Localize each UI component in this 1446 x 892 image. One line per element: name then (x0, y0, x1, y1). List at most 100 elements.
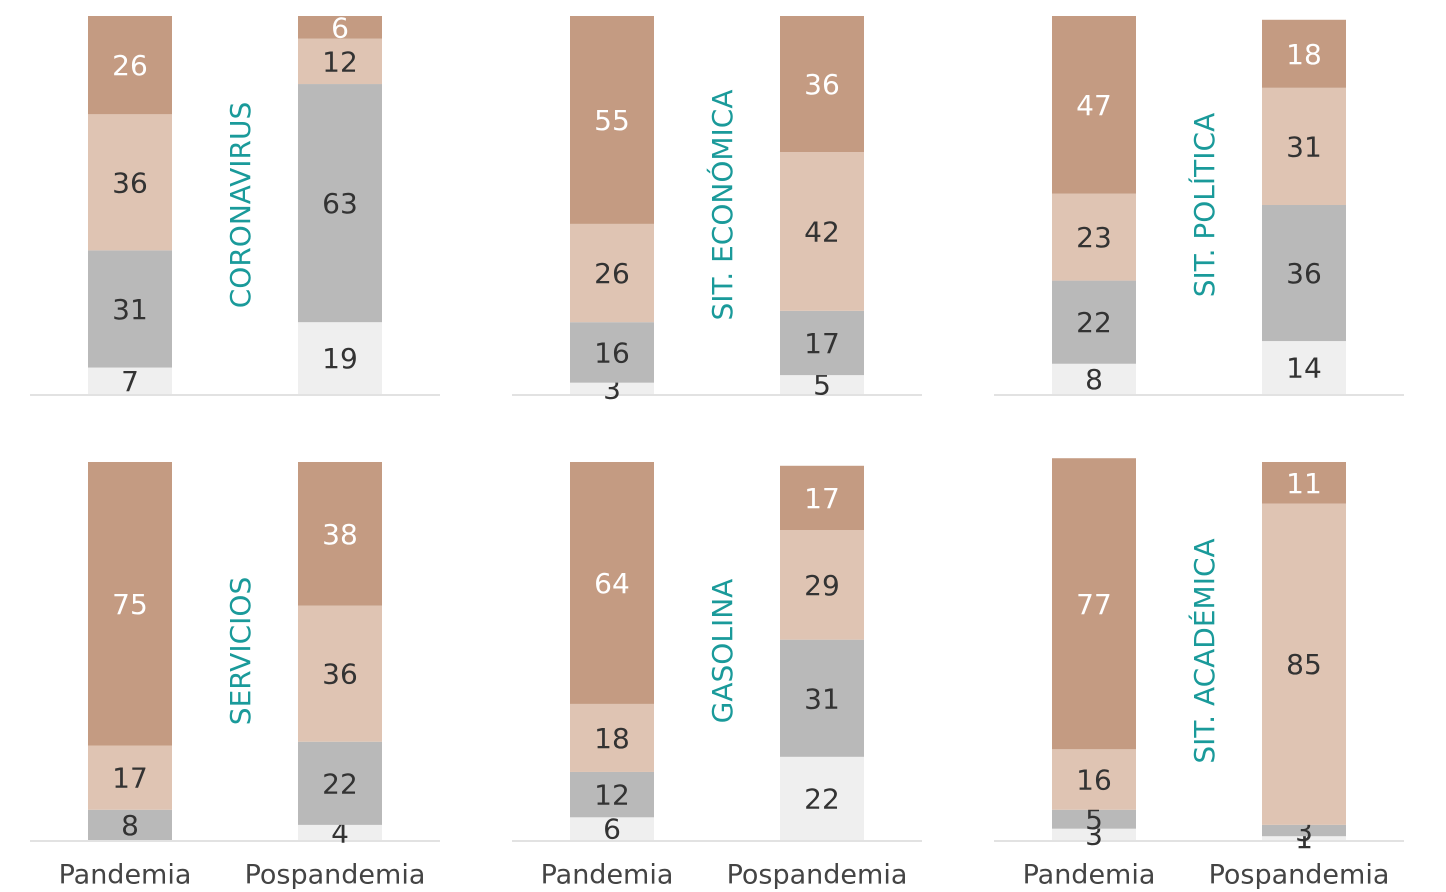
bar-segment (1262, 503, 1346, 825)
value-label: 16 (594, 336, 630, 369)
value-label: 36 (322, 658, 358, 691)
bar-segment (780, 465, 864, 531)
value-label: 63 (322, 187, 358, 220)
bar-segment (570, 817, 654, 840)
value-label: 6 (603, 813, 621, 846)
value-label: 75 (112, 588, 148, 621)
chart-panel: 612 18 64 Pandemia 22 31 29 17 Pospandemia GASOLI… (512, 462, 922, 891)
bar-segment (780, 152, 864, 311)
bar-segment (570, 223, 654, 323)
chart-title: SIT. ACADÉMICA (1187, 538, 1221, 763)
bar-segment (88, 367, 172, 394)
chart-title: CORONAVIRUS (224, 102, 257, 309)
value-label: 42 (804, 215, 840, 248)
value-label: 77 (1076, 588, 1112, 621)
bar-segment (298, 84, 382, 323)
bar-segment (1052, 828, 1136, 840)
bar-segment (1052, 809, 1136, 829)
value-label: 5 (813, 369, 831, 402)
value-label: 22 (804, 782, 840, 815)
value-label: 38 (322, 518, 358, 551)
chart-title: SIT. ECONÓMICA (705, 90, 739, 321)
bar-segment (780, 310, 864, 376)
chart-title: GASOLINA (706, 579, 739, 724)
value-label: 36 (112, 166, 148, 199)
value-label: 26 (594, 257, 630, 290)
bar-segment (1262, 341, 1346, 394)
x-tick-label: Pospandemia (1209, 860, 1390, 891)
bar-segment (88, 250, 172, 368)
value-label: 14 (1286, 352, 1322, 385)
bar-segment (1262, 87, 1346, 205)
chart-panel: 8 22 23 47 14 36 31 18 SIT. POLÍTICA (994, 16, 1404, 396)
chart-panel: 7 31 36 26 19 63 126 CORONAVIRUS (30, 11, 440, 398)
value-label: 36 (1286, 257, 1322, 290)
bar-segment (1262, 462, 1346, 504)
bar-segment (780, 639, 864, 757)
value-label: 17 (112, 762, 148, 795)
value-label: 31 (804, 682, 840, 715)
bar-segment (1262, 836, 1346, 840)
value-label: 8 (1085, 363, 1103, 396)
value-label: 18 (1286, 38, 1322, 71)
value-label: 18 (594, 722, 630, 755)
bar-segment (570, 771, 654, 818)
bar-segment (298, 605, 382, 742)
value-label: 47 (1076, 89, 1112, 122)
bar-segment (88, 462, 172, 746)
bar-segment (298, 322, 382, 394)
bar-segment (1052, 749, 1136, 810)
value-label: 26 (112, 49, 148, 82)
value-label: 85 (1286, 648, 1322, 681)
bar-segment (1052, 16, 1136, 194)
value-label: 36 (804, 68, 840, 101)
bar-segment (88, 16, 172, 115)
x-tick-label: Pandemia (1023, 860, 1156, 891)
bar-segment (88, 745, 172, 810)
bar-segment (298, 462, 382, 606)
bar-segment (570, 703, 654, 772)
bar-segment (298, 16, 382, 39)
bar-segment (570, 462, 654, 704)
value-label: 29 (804, 569, 840, 602)
bar-segment (1052, 363, 1136, 394)
bar-segment (1052, 280, 1136, 364)
value-label: 17 (804, 327, 840, 360)
bar-segment (570, 382, 654, 394)
value-label: 31 (1286, 130, 1322, 163)
bar-segment (780, 375, 864, 394)
value-label: 12 (594, 779, 630, 812)
bar-segment (780, 530, 864, 640)
bar-segment (1052, 458, 1136, 750)
value-label: 16 (1076, 764, 1112, 797)
value-label: 7 (121, 365, 139, 398)
value-label: 22 (322, 767, 358, 800)
x-tick-label: Pandemia (59, 860, 192, 891)
bar-segment (88, 114, 172, 251)
bar-segment (570, 322, 654, 383)
value-label: 64 (594, 567, 630, 600)
chart-title: SIT. POLÍTICA (1187, 113, 1221, 297)
bar-segment (1262, 205, 1346, 342)
x-tick-label: Pospandemia (727, 860, 908, 891)
value-label: 12 (322, 45, 358, 78)
bar-segment (298, 824, 382, 840)
bar-segment (780, 16, 864, 153)
value-label: 11 (1286, 467, 1322, 500)
bar-segment (780, 756, 864, 840)
value-label: 8 (121, 809, 139, 842)
value-label: 55 (594, 104, 630, 137)
value-label: 19 (322, 342, 358, 375)
bar-segment (1262, 19, 1346, 88)
bar-segment (1052, 193, 1136, 281)
x-tick-label: Pandemia (541, 860, 674, 891)
x-tick-label: Pospandemia (245, 860, 426, 891)
bar-segment (1262, 824, 1346, 837)
value-label: 17 (804, 482, 840, 515)
bar-segment (88, 809, 172, 840)
value-label: 6 (331, 11, 349, 44)
